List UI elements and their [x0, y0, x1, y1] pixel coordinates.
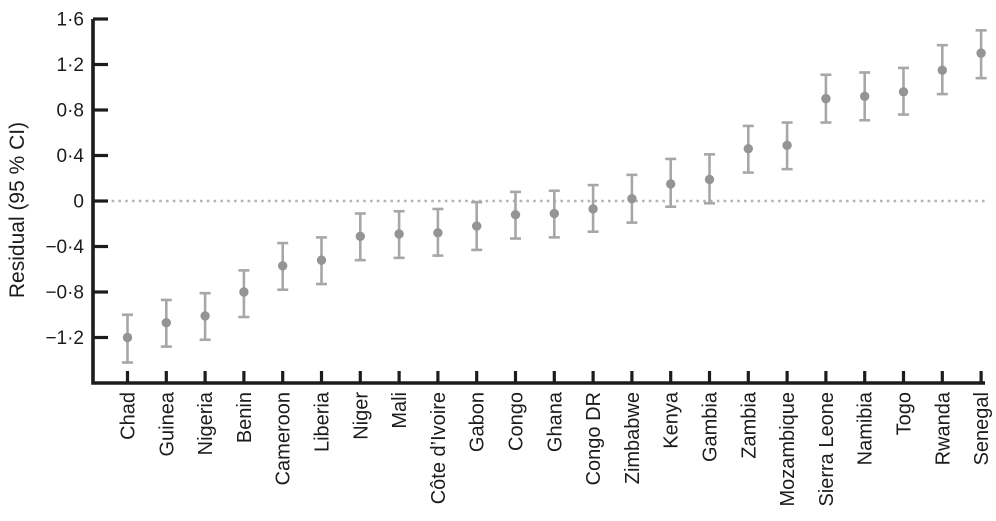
data-point — [122, 332, 133, 343]
y-axis-title: Residual (95 % CI) — [6, 122, 29, 298]
data-point — [394, 229, 404, 239]
data-point — [472, 221, 482, 231]
data-point — [355, 231, 365, 241]
x-tick-label: Togo — [894, 392, 916, 435]
axes-group — [91, 17, 985, 385]
data-point — [782, 140, 792, 150]
y-tick-label: −1·2 — [45, 328, 84, 349]
x-tick-label: Kenya — [661, 391, 683, 449]
error-bars-group — [122, 29, 987, 364]
y-tick-label: 0·8 — [57, 101, 84, 122]
data-point — [821, 93, 831, 104]
data-point — [316, 255, 327, 265]
axis-spine — [91, 19, 985, 385]
data-point — [898, 87, 909, 97]
x-tick-label: Rwanda — [932, 391, 954, 465]
data-point — [161, 318, 171, 328]
x-tick-label: Sierra Leone — [816, 392, 838, 507]
x-tick-labels-group: Chad Guinea Nigeria Benin Cameroon Liberia Nig… — [118, 391, 994, 506]
data-point — [200, 311, 210, 321]
data-point — [743, 143, 753, 154]
data-point — [627, 194, 637, 204]
y-tick-label: 1·6 — [57, 10, 84, 31]
x-tick-label: Senegal — [971, 392, 993, 465]
x-tick-label: Cameroon — [273, 392, 295, 485]
x-tick-label: Gabon — [467, 392, 489, 452]
data-point — [937, 65, 947, 75]
y-tick-label: 0 — [73, 192, 84, 213]
x-tick-label: Zambia — [738, 391, 760, 459]
data-points-group — [122, 48, 986, 343]
y-tick-label: 0·4 — [57, 146, 85, 167]
data-point — [549, 208, 559, 219]
data-point — [239, 287, 249, 297]
x-tick-label: Niger — [350, 392, 372, 440]
x-tick-label: Ghana — [544, 391, 566, 452]
x-tick-label: Guinea — [156, 391, 178, 456]
x-tick-label: Zimbabwe — [622, 392, 644, 484]
x-tick-label: Congo — [506, 392, 528, 451]
x-tick-label: Mozambique — [777, 392, 799, 507]
x-tick-label: Namibia — [855, 391, 877, 465]
data-point — [278, 261, 288, 271]
y-tick-label: −0·8 — [45, 283, 84, 304]
data-point — [510, 209, 521, 220]
x-tick-label: Nigeria — [195, 391, 217, 455]
data-point — [588, 204, 598, 214]
y-tick-labels-group: 1·6 1·2 0·8 0·4 0 −0·4 −0·8 −1·2 — [45, 10, 84, 350]
x-tick-label: Gambia — [700, 391, 722, 462]
x-tick-label: Mali — [389, 392, 411, 429]
x-tick-label: Liberia — [312, 391, 334, 452]
y-tick-label: −0·4 — [45, 237, 84, 258]
x-tick-label: Benin — [234, 392, 256, 443]
data-point — [976, 48, 986, 58]
x-tick-label: Côte d’Ivoire — [428, 392, 450, 504]
data-point — [666, 179, 676, 189]
x-tick-label: Chad — [118, 392, 140, 440]
data-point — [704, 174, 715, 185]
y-tick-label: 1·2 — [57, 55, 84, 76]
data-point — [860, 91, 870, 102]
data-point — [433, 228, 443, 238]
x-tick-label: Congo DR — [583, 392, 605, 485]
